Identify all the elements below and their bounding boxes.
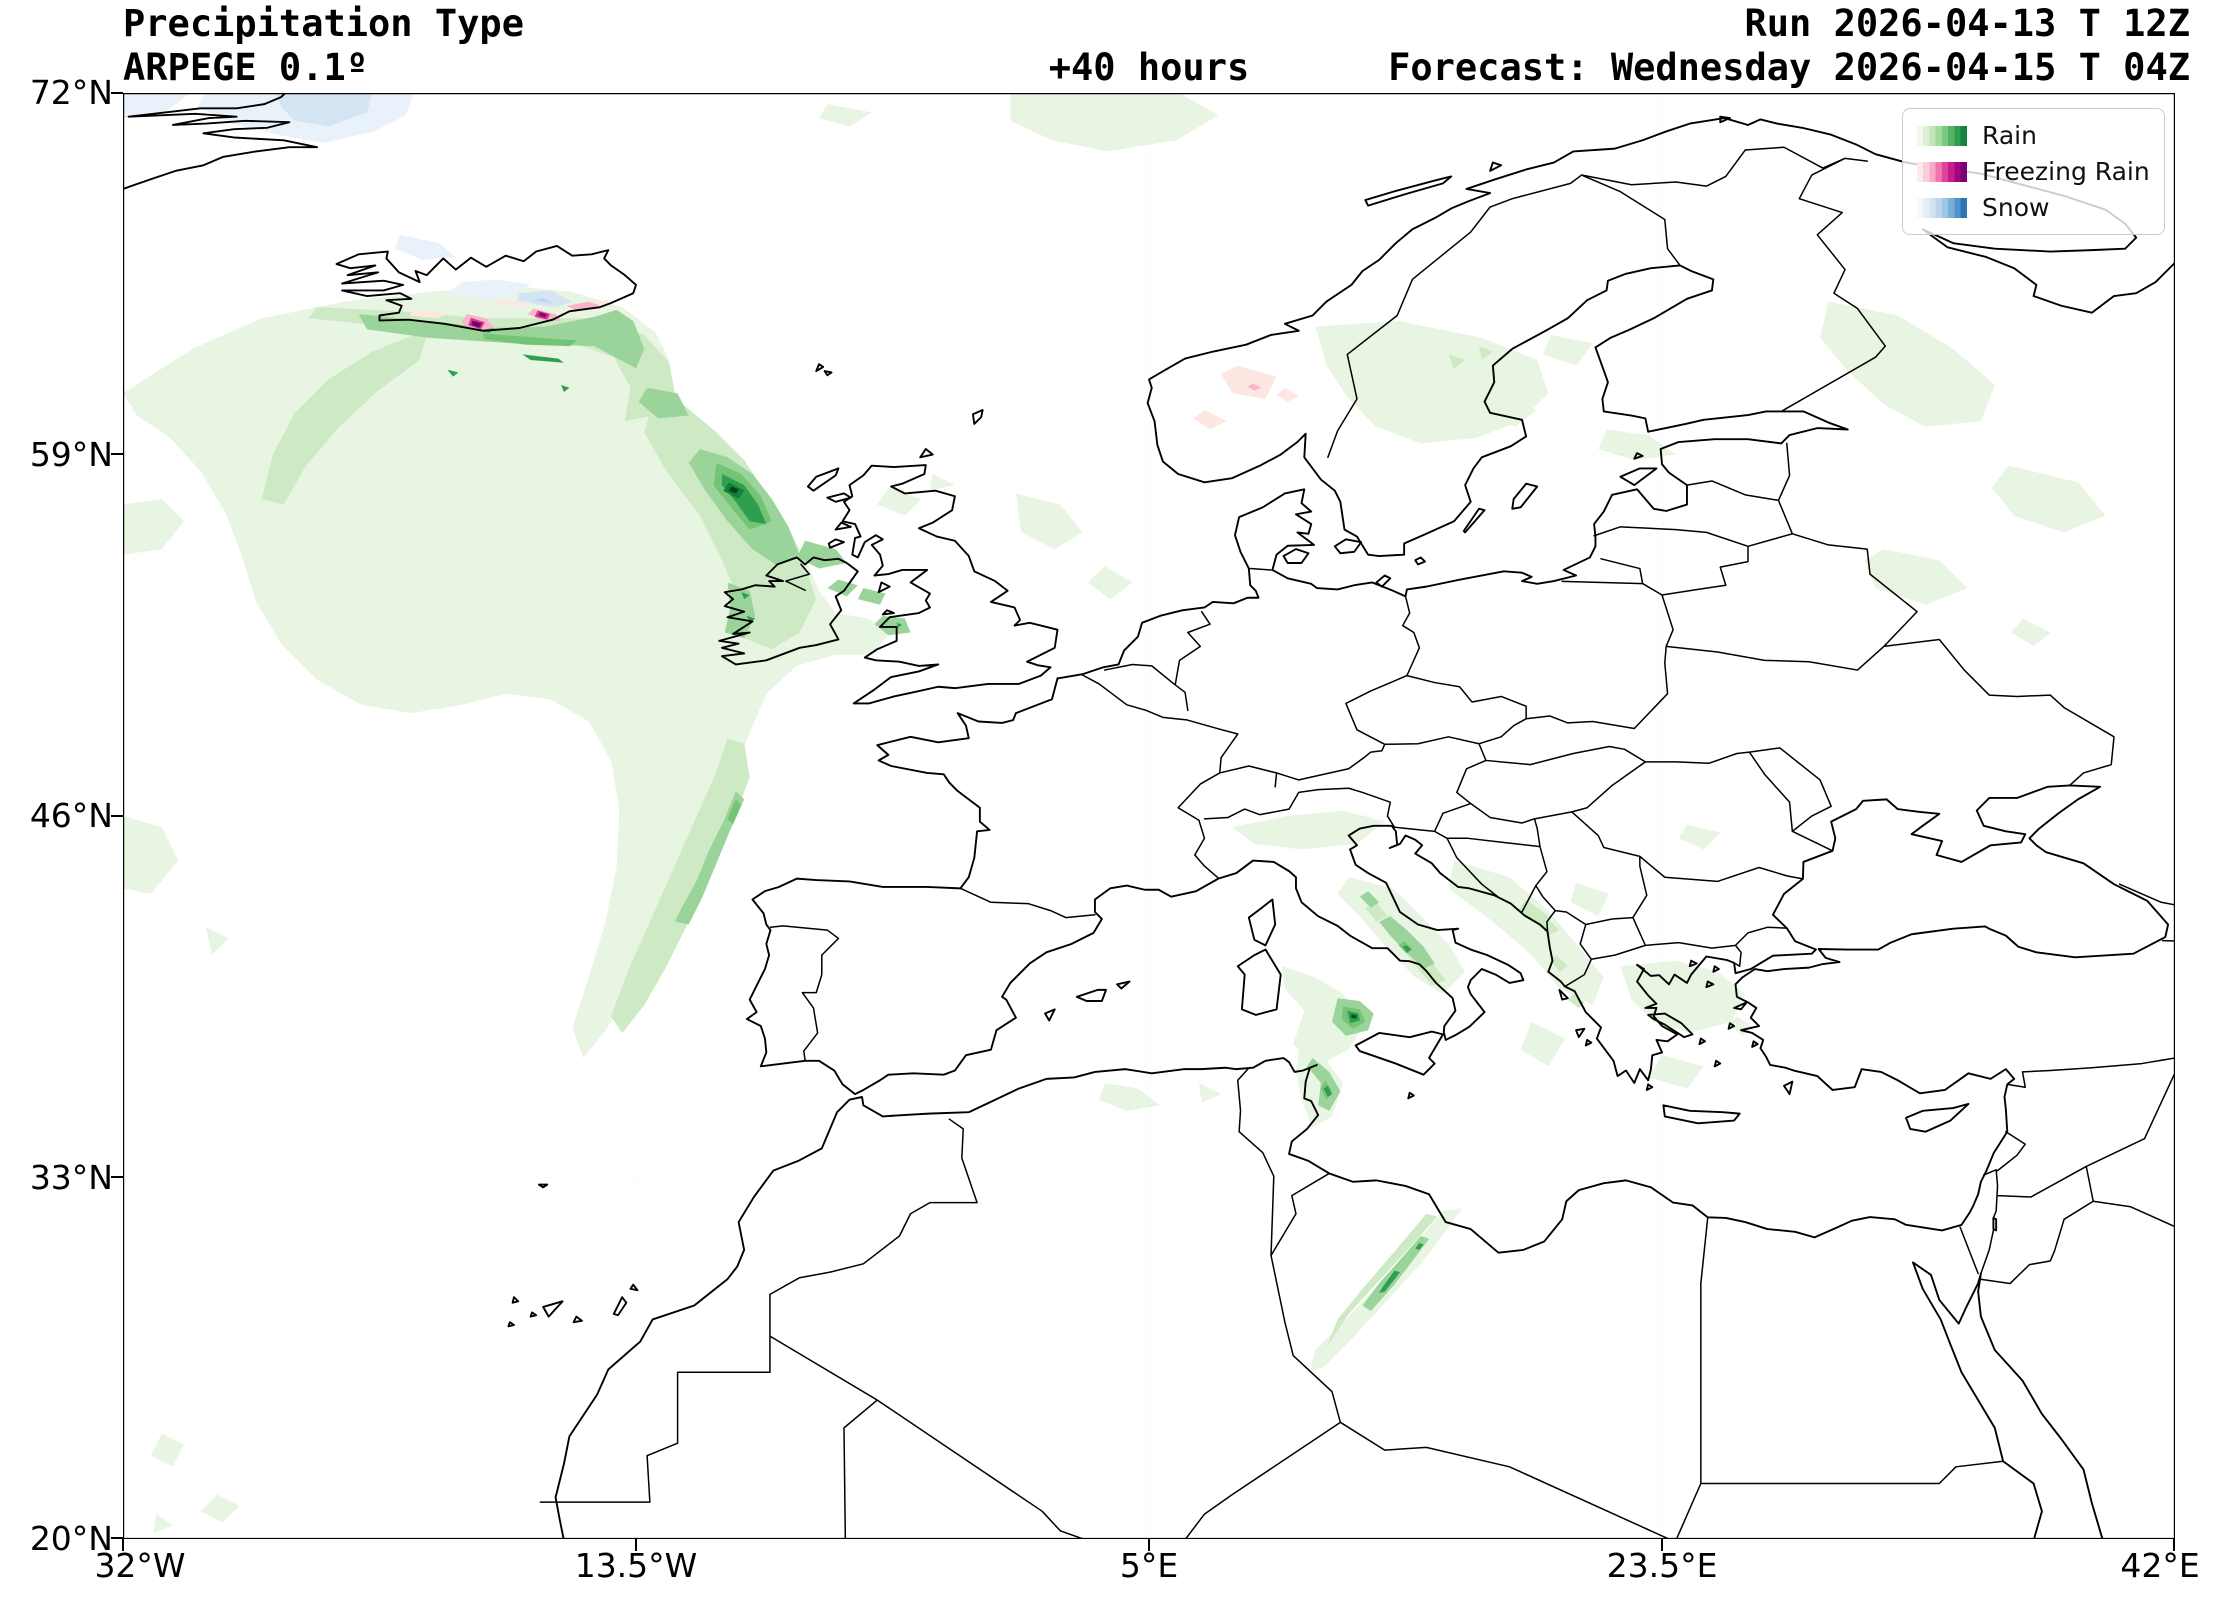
coast-ireland — [719, 557, 858, 664]
page-title: Precipitation Type — [123, 2, 524, 45]
y-tick-label: 59°N — [29, 435, 113, 474]
coast-islands-atlantic — [508, 1185, 637, 1327]
legend-label-snow: Snow — [1982, 193, 2050, 222]
coast-red-sea — [1913, 1262, 2103, 1539]
axis-tick — [2173, 1539, 2175, 1551]
legend-row-freezing-rain: Freezing Rain — [1917, 158, 2150, 185]
y-tick-label: 72°N — [29, 73, 113, 112]
legend-row-snow: Snow — [1917, 194, 2150, 221]
freezing-pale-layer — [408, 298, 1299, 430]
axis-tick — [122, 1539, 124, 1551]
legend-row-rain: Rain — [1917, 122, 2150, 149]
axis-tick — [111, 1537, 123, 1539]
y-tick-label: 20°N — [29, 1519, 113, 1558]
axis-tick — [111, 453, 123, 455]
x-tick-label: 5°E — [1119, 1546, 1179, 1585]
coastlines — [123, 93, 2175, 1539]
y-tick-label: 46°N — [29, 796, 113, 835]
coast-mainland-south — [556, 678, 2168, 1539]
freezing-core-layer — [472, 322, 481, 327]
legend-label-freezing-rain: Freezing Rain — [1982, 157, 2150, 186]
x-tick-label: 42°E — [2120, 1546, 2200, 1585]
y-tick-label: 33°N — [29, 1158, 113, 1197]
forecast-label: Forecast: Wednesday 2026-04-15 T 04Z — [1388, 46, 2190, 89]
axis-tick — [111, 815, 123, 817]
map-svg — [123, 93, 2175, 1539]
gridlines — [123, 93, 2175, 1539]
coast-nw-europe-baltic-kola — [1058, 118, 2175, 678]
axis-tick — [1148, 1539, 1150, 1551]
coast-islands-med — [1045, 899, 1968, 1131]
coast-greenland — [123, 93, 317, 189]
country-borders — [540, 147, 2175, 1539]
coast-dead-sea — [1993, 1218, 1996, 1231]
rain-colorramp-swatch — [1917, 125, 1967, 146]
coast-islands-baltic-norway — [1284, 117, 1730, 587]
x-tick-label: 13.5°W — [574, 1546, 698, 1585]
axis-tick — [111, 1176, 123, 1178]
header-right: Run 2026-04-13 T 12Z Forecast: Wednesday … — [1388, 2, 2190, 90]
x-tick-label: 32°W — [94, 1546, 186, 1585]
freezing-rain-colorramp-swatch — [1917, 161, 1967, 182]
snow-deep-layer — [533, 298, 553, 304]
coast-great-britain — [843, 465, 1058, 703]
map-canvas: Rain Freezing Rain Snow — [123, 93, 2175, 1539]
coast-uk-islands — [808, 364, 983, 614]
axis-tick — [635, 1539, 637, 1551]
rain-faint-layer — [123, 93, 2106, 1534]
rain-darkest-layer — [728, 486, 1356, 1019]
map-legend: Rain Freezing Rain Snow — [1902, 108, 2165, 235]
legend-label-rain: Rain — [1982, 121, 2037, 150]
x-tick-label: 23.5°E — [1606, 1546, 1718, 1585]
axis-tick — [1661, 1539, 1663, 1551]
header-left: Precipitation Type ARPEGE 0.1º — [123, 2, 524, 90]
run-label: Run 2026-04-13 T 12Z — [1744, 2, 2190, 45]
lead-time-label: +40 hours — [1048, 46, 1250, 89]
model-label: ARPEGE 0.1º — [123, 46, 369, 89]
axis-tick — [111, 92, 123, 94]
coast-iceland — [337, 246, 636, 331]
snow-colorramp-swatch — [1917, 197, 1967, 218]
